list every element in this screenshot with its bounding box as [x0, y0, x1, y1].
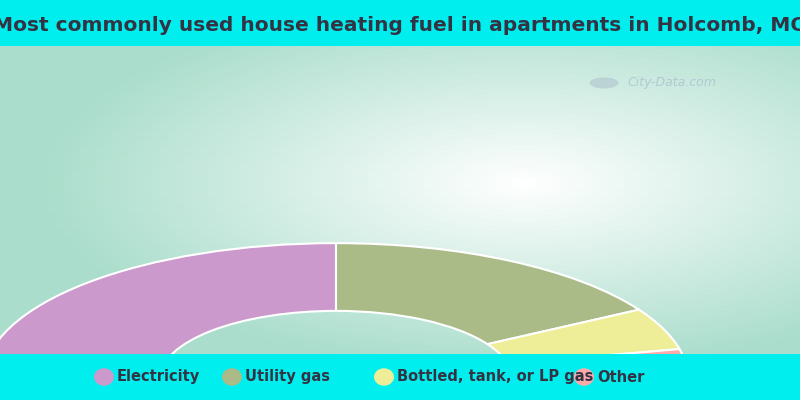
Wedge shape [487, 310, 679, 364]
Ellipse shape [94, 368, 114, 386]
Ellipse shape [574, 368, 594, 386]
Text: Other: Other [597, 370, 644, 384]
Text: Utility gas: Utility gas [245, 370, 330, 384]
Ellipse shape [222, 368, 242, 386]
Ellipse shape [374, 368, 394, 386]
Wedge shape [0, 243, 336, 379]
Text: Bottled, tank, or LP gas: Bottled, tank, or LP gas [397, 370, 593, 384]
Text: Electricity: Electricity [117, 370, 200, 384]
Circle shape [590, 78, 618, 88]
Text: City-Data.com: City-Data.com [627, 76, 717, 90]
Text: Most commonly used house heating fuel in apartments in Holcomb, MO: Most commonly used house heating fuel in… [0, 16, 800, 35]
Wedge shape [508, 349, 688, 379]
Wedge shape [336, 243, 639, 344]
